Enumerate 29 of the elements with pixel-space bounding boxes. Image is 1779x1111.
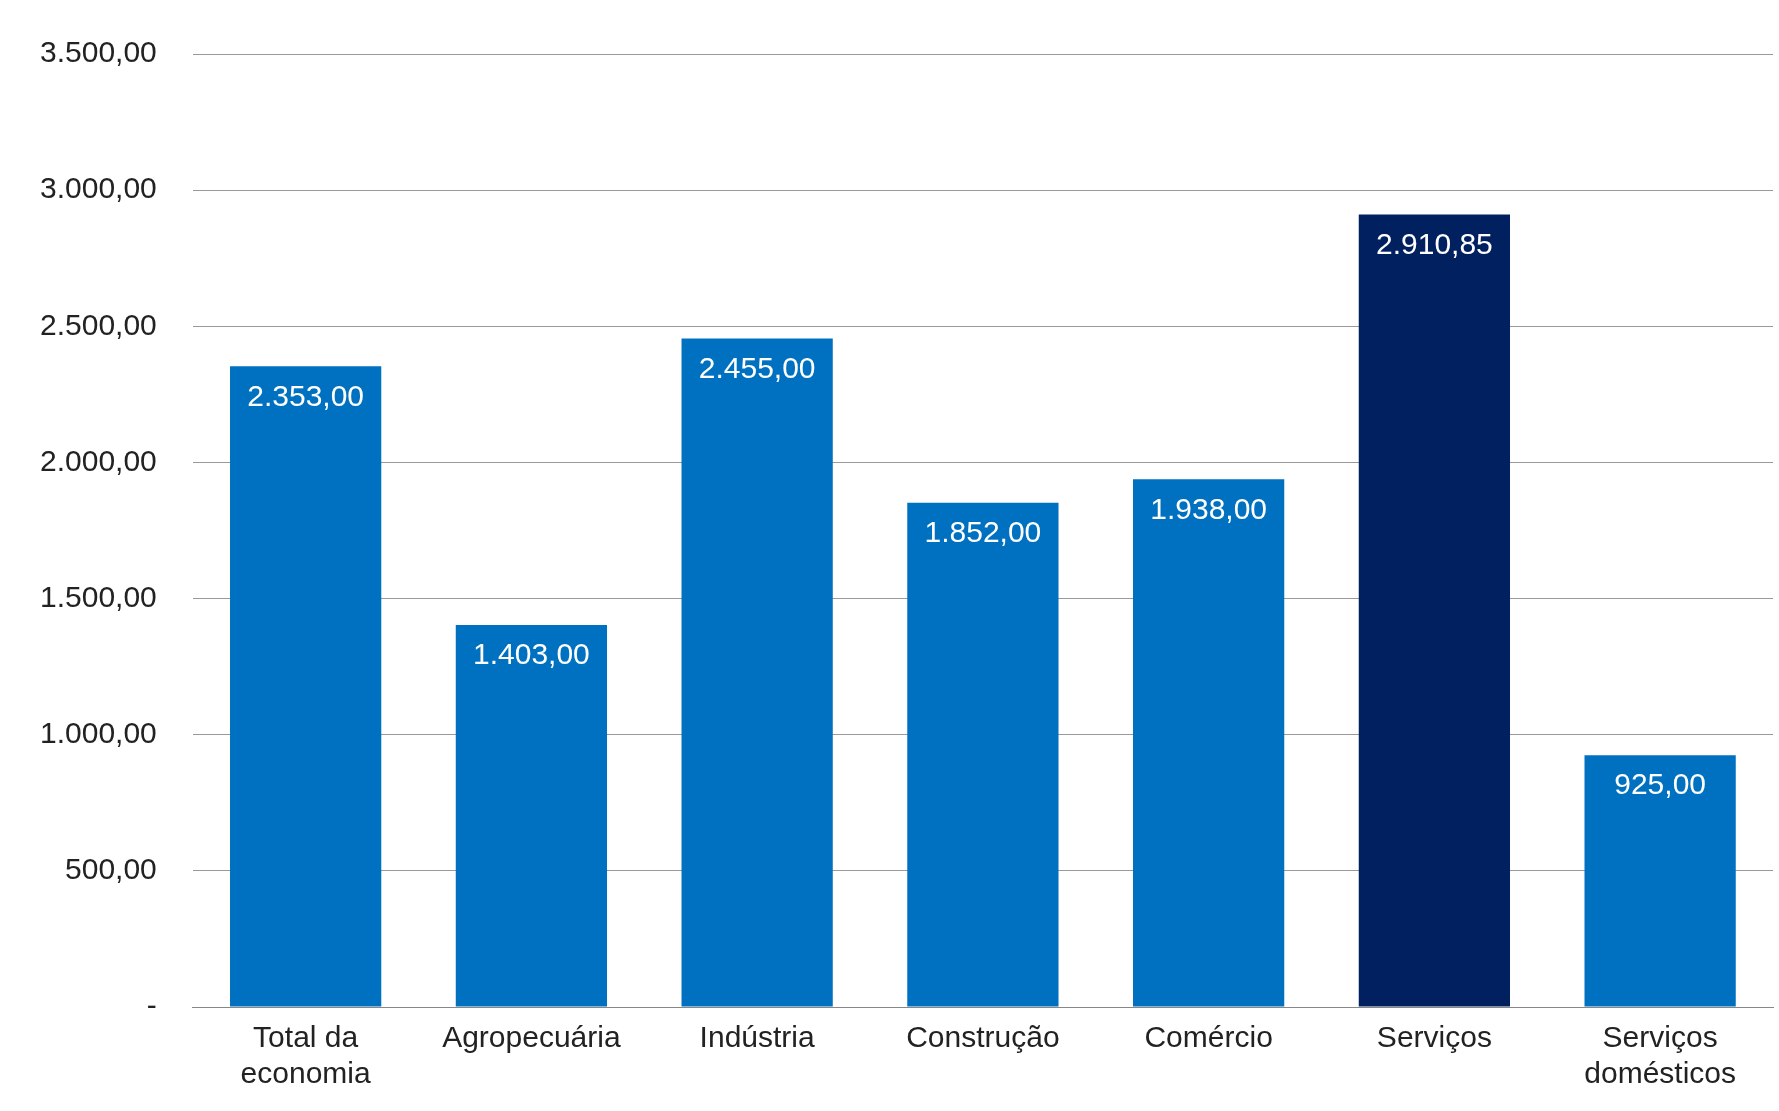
bar bbox=[1584, 755, 1736, 1007]
data-label: 1.938,00 bbox=[1150, 491, 1268, 525]
data-label: 1.852,00 bbox=[924, 514, 1042, 548]
data-label: 925,00 bbox=[1614, 767, 1707, 801]
x-tick-label: Comércio bbox=[1144, 1020, 1273, 1054]
bar bbox=[1133, 479, 1285, 1007]
y-tick-label: 3.000,00 bbox=[40, 171, 157, 205]
y-tick-label: 1.500,00 bbox=[40, 579, 157, 613]
bar bbox=[681, 338, 833, 1007]
y-tick-label: 2.500,00 bbox=[40, 307, 157, 341]
y-tick-label: 3.500,00 bbox=[40, 35, 157, 69]
y-tick-label: - bbox=[146, 988, 157, 1022]
data-label: 2.455,00 bbox=[698, 350, 816, 384]
x-tick-label: Agropecuária bbox=[442, 1020, 621, 1054]
x-tick-label: Construção bbox=[906, 1020, 1060, 1054]
bar bbox=[455, 624, 608, 1007]
data-label: 1.403,00 bbox=[473, 637, 590, 671]
bar bbox=[907, 502, 1059, 1007]
x-tick-label: Serviços domésticos bbox=[1584, 1020, 1736, 1090]
y-tick-label: 500,00 bbox=[65, 852, 157, 886]
data-label: 2.910,85 bbox=[1375, 226, 1493, 260]
data-label: 2.353,00 bbox=[247, 378, 365, 412]
x-tick-label: Indústria bbox=[699, 1020, 815, 1054]
bar bbox=[230, 366, 382, 1007]
x-tick-label: Serviços bbox=[1376, 1020, 1492, 1054]
y-tick-label: 2.000,00 bbox=[40, 443, 157, 477]
bar bbox=[1358, 214, 1511, 1007]
y-tick-label: 1.000,00 bbox=[40, 715, 157, 749]
x-tick-label: Total da economia bbox=[240, 1020, 371, 1090]
